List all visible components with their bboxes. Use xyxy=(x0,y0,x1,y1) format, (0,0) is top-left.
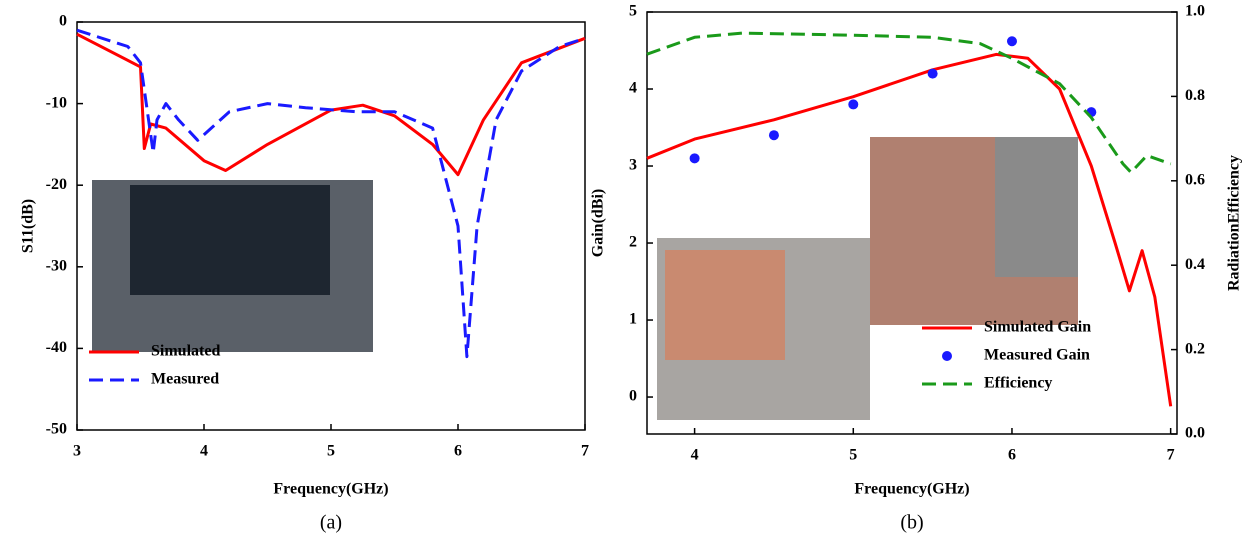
y-tick-label: 3 xyxy=(629,157,637,174)
y-tick-label: 0 xyxy=(629,388,637,405)
legend-label: Measured xyxy=(151,371,219,388)
y-tick-label: -20 xyxy=(46,176,67,193)
legend-label: Simulated xyxy=(151,343,220,360)
data-point xyxy=(928,69,938,79)
y-axis-label: Gain(dBi) xyxy=(590,189,607,257)
y2-tick-label: 0.6 xyxy=(1185,171,1205,188)
x-tick-label: 5 xyxy=(849,447,857,464)
legend-label: Efficiency xyxy=(984,375,1052,392)
x-tick-label: 3 xyxy=(73,443,81,460)
x-tick-label: 6 xyxy=(1008,447,1016,464)
y2-tick-label: 0.4 xyxy=(1185,256,1205,273)
inset-screen xyxy=(130,185,330,295)
y2-tick-label: 0.8 xyxy=(1185,87,1205,104)
y2-axis-label: RadiationEfficiency xyxy=(1226,155,1243,291)
y-tick-label: -50 xyxy=(46,421,67,438)
inset-antenna xyxy=(665,250,785,360)
caption: (a) xyxy=(320,512,342,534)
series-line xyxy=(77,34,585,174)
y2-tick-label: 0.0 xyxy=(1185,425,1205,442)
x-axis-label: Frequency(GHz) xyxy=(273,481,388,498)
data-point xyxy=(848,99,858,109)
x-tick-label: 6 xyxy=(454,443,462,460)
legend-label: Measured Gain xyxy=(984,347,1090,364)
x-axis-label: Frequency(GHz) xyxy=(854,481,969,498)
inset-ruler xyxy=(995,137,1078,277)
caption: (b) xyxy=(900,512,923,534)
data-point xyxy=(690,153,700,163)
x-tick-label: 7 xyxy=(581,443,589,460)
y-tick-label: -10 xyxy=(46,94,67,111)
y-tick-label: 4 xyxy=(629,80,637,97)
y-tick-label: 1 xyxy=(629,311,637,328)
x-tick-label: 5 xyxy=(327,443,335,460)
y2-tick-label: 1.0 xyxy=(1185,3,1205,20)
y2-tick-label: 0.2 xyxy=(1185,340,1205,357)
data-point xyxy=(769,130,779,140)
figure: 3 4 5 6 7 -50 -40 -30 -20 -10 0 Frequency(GHz) (a) S1… xyxy=(0,0,1255,544)
legend-marker xyxy=(942,351,952,361)
x-tick-label: 4 xyxy=(691,447,699,464)
legend-label: Simulated Gain xyxy=(984,319,1091,336)
y-axis-label: S11(dB) xyxy=(20,199,37,253)
x-tick-label: 4 xyxy=(200,443,208,460)
y-tick-label: -30 xyxy=(46,257,67,274)
y-tick-label: 5 xyxy=(629,3,637,20)
y-tick-label: 0 xyxy=(59,13,67,30)
y-tick-label: 2 xyxy=(629,234,637,251)
x-tick-label: 7 xyxy=(1167,447,1175,464)
y-tick-label: -40 xyxy=(46,339,67,356)
data-point xyxy=(1007,36,1017,46)
